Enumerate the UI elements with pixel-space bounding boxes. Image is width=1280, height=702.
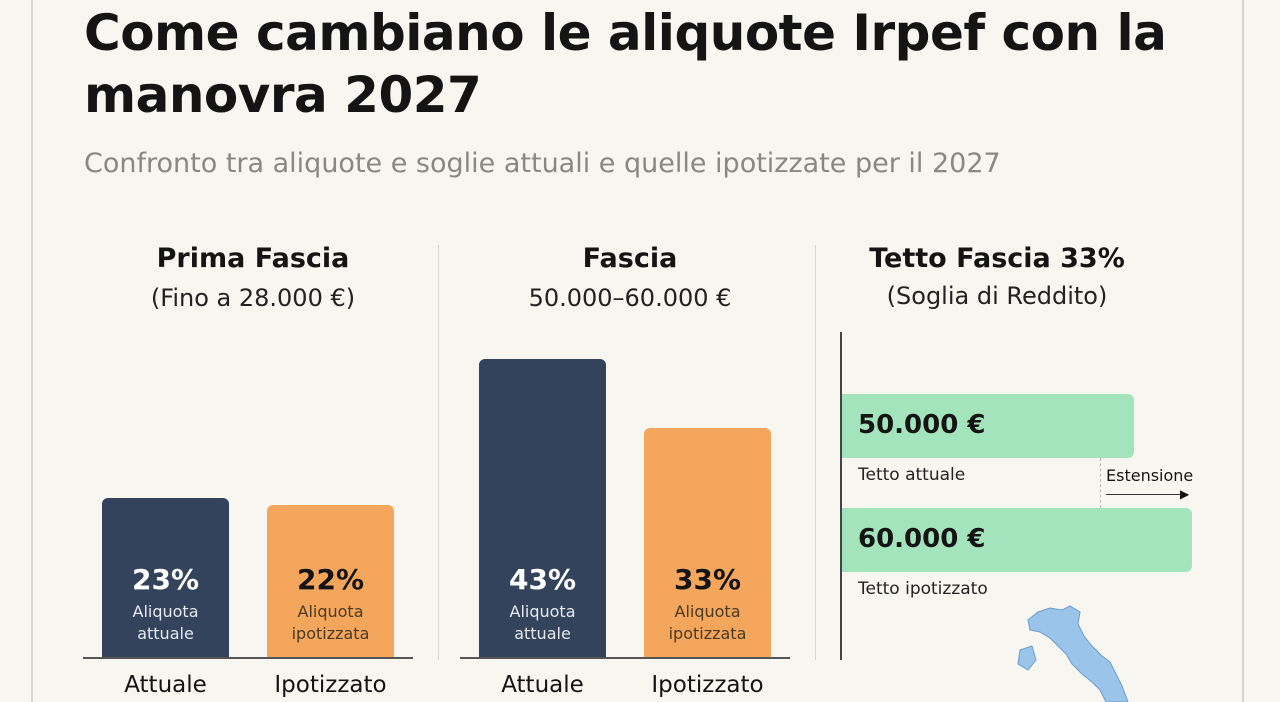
frame-left-line xyxy=(31,0,33,702)
bar-note-label: Aliquota ipotizzata xyxy=(291,602,370,643)
threshold-value-label: 50.000 € xyxy=(858,410,986,440)
x-tick-label: Attuale xyxy=(501,672,584,698)
threshold-note-label: Tetto attuale xyxy=(858,465,966,485)
x-tick-label: Ipotizzato xyxy=(651,672,764,698)
estensione-label: Estensione xyxy=(1106,466,1194,485)
threshold-note-label: Tetto ipotizzato xyxy=(858,579,988,599)
frame-right-line xyxy=(1242,0,1244,702)
bar-ipotizzato xyxy=(644,428,771,658)
tetto-axis-line xyxy=(840,332,842,660)
panel-title-prima-fascia: Prima Fascia xyxy=(156,243,350,274)
extension-guide xyxy=(1100,458,1101,508)
panel-subtitle-prima-fascia: (Fino a 28.000 €) xyxy=(150,284,356,312)
bar-note-label: Aliquota ipotizzata xyxy=(668,602,747,643)
threshold-band xyxy=(842,508,1192,572)
bar-attuale xyxy=(102,497,229,658)
bar-value-label: 22% xyxy=(296,563,365,596)
italy-map-icon xyxy=(1017,605,1129,702)
panel-divider xyxy=(438,245,439,660)
bar-attuale xyxy=(479,358,606,658)
panel-divider xyxy=(815,245,816,660)
panel-title-tetto: Tetto Fascia 33% xyxy=(869,243,1125,274)
chart-title: Come cambiano le aliquote Irpef con la m… xyxy=(84,4,1167,124)
x-tick-label: Attuale xyxy=(124,672,207,698)
chart-subtitle: Confronto tra aliquote e soglie attuali … xyxy=(84,148,1001,179)
threshold-band xyxy=(842,394,1134,458)
panel-subtitle-tetto: (Soglia di Reddito) xyxy=(886,282,1108,310)
baseline xyxy=(83,657,413,659)
bar-ipotizzato xyxy=(267,504,394,658)
baseline xyxy=(460,657,790,659)
bar-value-label: 33% xyxy=(673,563,742,596)
panel-title-fascia: Fascia xyxy=(582,243,678,274)
bar-note-label: Aliquota attuale xyxy=(509,602,576,643)
bar-value-label: 23% xyxy=(131,563,200,596)
arrow-head-icon: ▶ xyxy=(1180,487,1190,501)
bar-value-label: 43% xyxy=(508,563,577,596)
threshold-value-label: 60.000 € xyxy=(858,524,986,554)
arrow-icon xyxy=(1106,494,1186,495)
x-tick-label: Ipotizzato xyxy=(274,672,387,698)
bar-note-label: Aliquota attuale xyxy=(132,602,199,643)
panel-subtitle-fascia: 50.000–60.000 € xyxy=(528,284,732,312)
